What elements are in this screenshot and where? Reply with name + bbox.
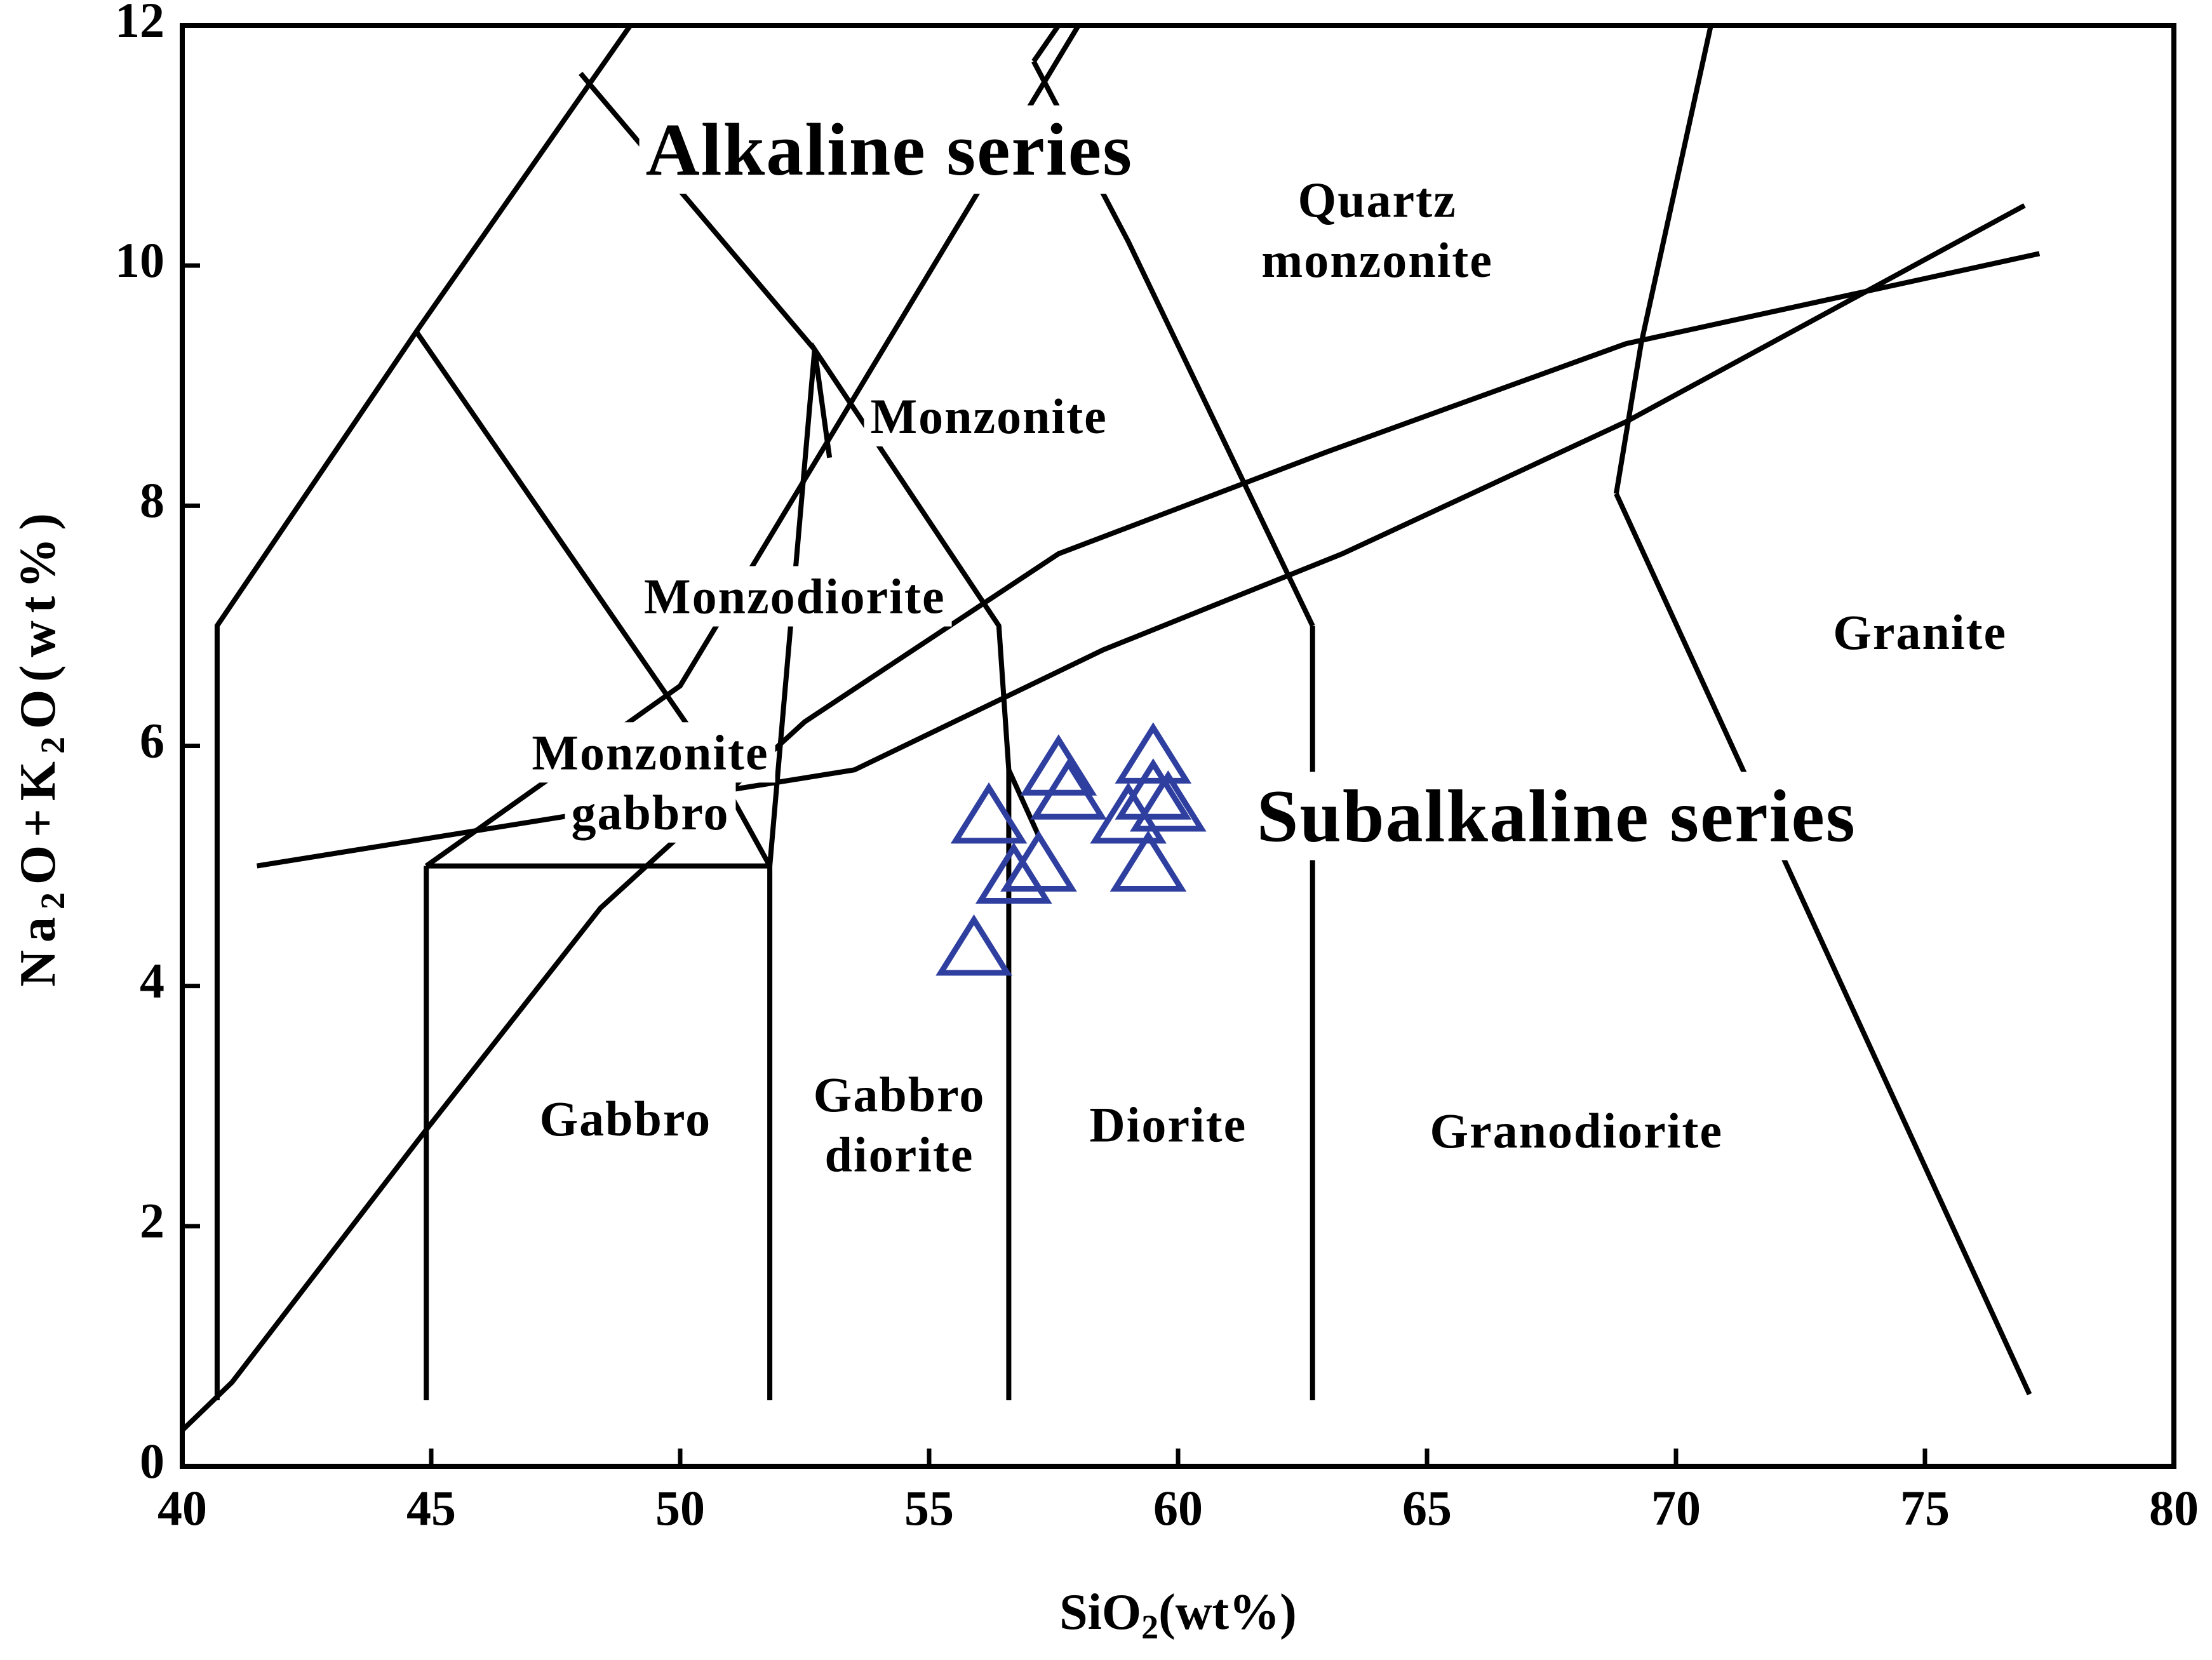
y-tick-label-12: 12 <box>115 0 164 48</box>
field-label-text: Monzonite <box>870 389 1107 444</box>
x-tick-label-60: 60 <box>1153 1480 1203 1536</box>
sample-triangle-8 <box>1109 830 1187 892</box>
sample-triangle-10 <box>1115 758 1192 820</box>
x-tick-label-50: 50 <box>655 1480 705 1536</box>
series-label-2: Subalkaline series <box>1250 772 1863 860</box>
y-axis-title-part: Na <box>10 909 66 987</box>
field-label-background <box>1827 602 2014 663</box>
sample-triangle-5 <box>1020 734 1097 796</box>
y-tick-label-6: 6 <box>140 713 164 768</box>
x-axis-title: SiO2(wt%) <box>1059 1584 1297 1646</box>
sample-triangle-1 <box>935 914 1012 976</box>
field-label-text: Monzonite <box>532 725 768 780</box>
y-axis: 0 2 4 6 8 10 12 <box>115 0 200 1489</box>
field-label-1: Quartz <box>1291 170 1463 231</box>
boundary-line-2 <box>256 203 2026 869</box>
field-label-text: monzonite <box>1261 232 1493 288</box>
field-label-background <box>533 1088 718 1149</box>
x-axis-title-subscript: 2 <box>1141 1608 1158 1646</box>
x-tick-label-65: 65 <box>1402 1480 1452 1536</box>
x-tick-label-75: 75 <box>1900 1480 1950 1536</box>
field-label-text: gabbro <box>572 785 730 840</box>
field-label-background <box>818 1124 981 1185</box>
field-label-text: Quartz <box>1297 173 1456 228</box>
series-label-background <box>1250 772 1863 860</box>
y-axis-title-subscript: 2 <box>34 885 72 909</box>
boundary-line-3 <box>214 25 633 1400</box>
field-label-text: Granodiorite <box>1430 1103 1723 1158</box>
x-axis: 40 45 50 55 60 65 70 75 80 <box>158 1449 2199 1536</box>
field-label-6: gabbro <box>565 782 736 843</box>
field-label-background <box>638 566 952 627</box>
series-label-text: Alkaline series <box>646 108 1133 191</box>
x-axis-title-main: SiO <box>1059 1584 1141 1640</box>
field-label-background <box>1291 170 1463 231</box>
field-label-7: Granite <box>1827 602 2014 663</box>
boundary-line-5 <box>767 342 1042 866</box>
field-label-text: Gabbro <box>814 1067 986 1122</box>
field-label-4: Monzodiorite <box>638 566 952 627</box>
x-tick-label-70: 70 <box>1651 1480 1701 1536</box>
field-label-9: Gabbro <box>807 1064 992 1125</box>
field-label-text: diorite <box>825 1127 974 1182</box>
boundary-line-1 <box>182 251 2041 1433</box>
y-tick-label-8: 8 <box>140 472 164 528</box>
y-axis-title: Na2O+K2O(wt%) <box>10 505 72 987</box>
sample-triangle-11 <box>1130 770 1207 832</box>
sample-triangle-4 <box>1000 830 1077 892</box>
y-axis-title-part: O(wt%) <box>10 505 66 729</box>
field-label-background <box>1255 230 1499 291</box>
sample-triangle-6 <box>1030 758 1107 820</box>
boundary-line-15 <box>1614 492 2032 1396</box>
y-tick-label-10: 10 <box>115 232 164 288</box>
y-tick-label-2: 2 <box>140 1193 164 1248</box>
field-label-11: Diorite <box>1083 1094 1254 1155</box>
field-label-background <box>1083 1094 1254 1155</box>
field-label-text: Monzodiorite <box>644 569 946 624</box>
sample-triangle-3 <box>975 842 1052 904</box>
field-label-3: Monzonite <box>864 385 1114 446</box>
boundary-line-16 <box>1613 25 1713 495</box>
field-label-2: monzonite <box>1255 230 1499 291</box>
field-label-background <box>807 1064 992 1125</box>
series-label-text: Subalkaline series <box>1257 774 1856 857</box>
x-tick-label-40: 40 <box>158 1480 207 1536</box>
sample-triangle-9 <box>1115 722 1192 784</box>
field-label-text: Diorite <box>1089 1097 1247 1153</box>
field-label-text: Granite <box>1833 605 2007 660</box>
x-axis-title-tail: (wt%) <box>1158 1584 1297 1640</box>
field-label-background <box>1423 1100 1730 1161</box>
field-label-8: Gabbro <box>533 1088 718 1149</box>
boundary-line-9 <box>1031 25 1061 63</box>
field-label-text: Gabbro <box>539 1091 711 1146</box>
sample-points <box>935 722 1207 976</box>
series-label-1: Alkaline series <box>639 105 1140 194</box>
field-label-5: Monzonite <box>525 722 775 783</box>
y-axis-title-part: O+K <box>10 754 66 885</box>
field-label-background <box>864 385 1114 446</box>
y-tick-label-0: 0 <box>140 1433 164 1489</box>
y-tick-label-4: 4 <box>140 953 164 1008</box>
x-tick-label-55: 55 <box>904 1480 954 1536</box>
sample-triangle-2 <box>950 782 1028 844</box>
series-label-background <box>639 105 1140 194</box>
field-label-12: Granodiorite <box>1423 1100 1730 1161</box>
x-tick-label-45: 45 <box>406 1480 456 1536</box>
boundary-line-7 <box>424 25 1081 868</box>
x-tick-label-80: 80 <box>2149 1480 2199 1536</box>
field-label-background <box>565 782 736 843</box>
field-label-background <box>525 722 775 783</box>
field-label-10: diorite <box>818 1124 981 1185</box>
y-axis-title-subscript: 2 <box>34 729 72 754</box>
